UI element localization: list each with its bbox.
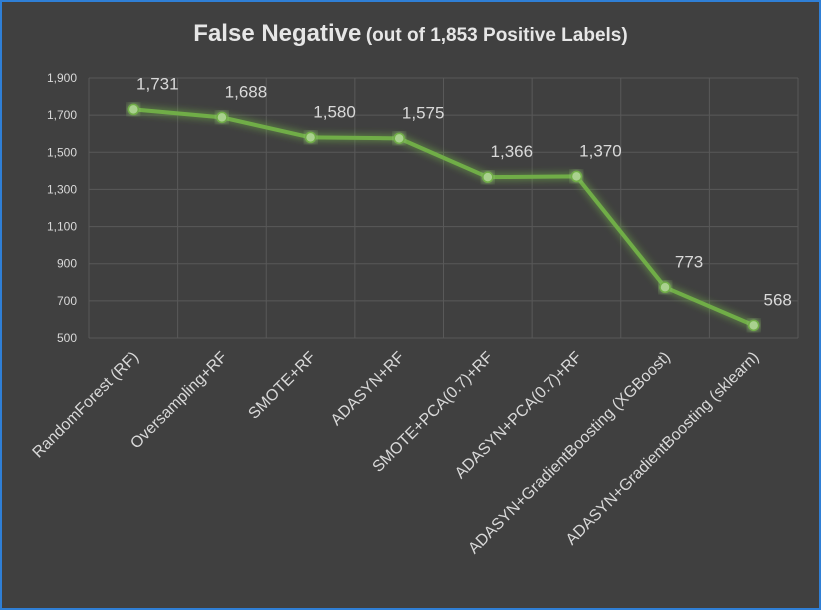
- data-point: [482, 171, 494, 183]
- series-line-group: [131, 107, 756, 328]
- y-tick-label: 1,300: [47, 182, 77, 196]
- data-point: [127, 103, 140, 116]
- y-tick-label: 1,100: [47, 220, 77, 234]
- y-tick-label: 900: [57, 257, 77, 271]
- data-point: [570, 170, 583, 183]
- chart-subtitle: (out of 1,853 Positive Labels): [365, 25, 628, 46]
- x-tick-label: Oversampling+RF: [127, 349, 231, 453]
- data-point: [659, 281, 671, 294]
- y-tick-label: 1,900: [47, 71, 77, 85]
- data-label: 1,688: [225, 82, 268, 101]
- data-point: [216, 111, 228, 124]
- x-tick-label: ADASYN+GradientBoosting (sklearn): [563, 349, 763, 549]
- chart-title: False Negative (out of 1,853 Positive La…: [0, 20, 821, 48]
- y-tick-label: 700: [57, 294, 77, 308]
- y-axis: 500 700 900 1,100 1,300 1,500 1,700 1,900: [47, 71, 77, 345]
- data-labels: 1,731 1,688 1,580 1,575 1,366 1,370 773 568: [136, 74, 792, 309]
- x-axis: RandomForest (RF)Oversampling+RF SMOTE+RF…: [30, 349, 763, 558]
- data-point: [393, 132, 405, 145]
- data-label: 1,575: [402, 103, 445, 122]
- data-label: 773: [675, 252, 703, 271]
- x-tick-label: ADASYN+RF: [328, 349, 408, 429]
- data-label: 1,731: [136, 74, 179, 93]
- x-tick-label: ADASYN+GradientBoosting (XGBoost): [465, 349, 674, 558]
- x-tick-label: RandomForest (RF): [30, 349, 143, 462]
- y-tick-label: 1,700: [47, 108, 77, 122]
- data-label: 1,366: [491, 142, 534, 161]
- grid: [88, 77, 799, 339]
- data-point: [304, 131, 317, 144]
- markers: [127, 103, 760, 332]
- data-label: 1,370: [579, 141, 622, 160]
- y-tick-label: 1,500: [47, 145, 77, 159]
- y-tick-label: 500: [57, 331, 77, 345]
- data-point: [747, 319, 760, 332]
- data-label: 568: [764, 290, 792, 309]
- data-label: 1,580: [313, 102, 356, 121]
- chart-title-main: False Negative: [193, 20, 362, 47]
- x-tick-label: SMOTE+RF: [245, 349, 319, 423]
- series-line: [131, 107, 756, 328]
